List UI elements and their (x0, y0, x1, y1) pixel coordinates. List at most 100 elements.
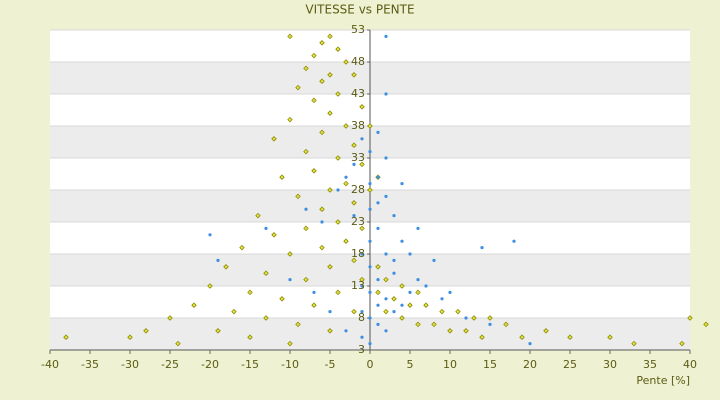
point (368, 182, 372, 186)
x-tick-label: -35 (81, 358, 99, 371)
point (376, 175, 380, 179)
point (375, 289, 381, 296)
point (359, 225, 365, 232)
y-tick-label: 18 (351, 247, 365, 260)
point (351, 200, 357, 206)
point (384, 92, 388, 96)
point (423, 302, 429, 308)
point (376, 278, 380, 282)
point (279, 296, 285, 302)
point (247, 289, 253, 296)
point (191, 302, 197, 308)
point (432, 258, 436, 262)
point (440, 297, 444, 301)
x-tick-label: 15 (483, 358, 497, 371)
point (319, 129, 325, 136)
point (415, 289, 421, 296)
point (351, 72, 357, 78)
point (335, 46, 341, 52)
x-tick-label: -20 (201, 358, 219, 371)
point (384, 329, 388, 333)
point (679, 340, 685, 347)
point (343, 180, 349, 187)
point (360, 310, 364, 314)
point (223, 264, 229, 270)
point (167, 315, 173, 321)
point (528, 342, 532, 346)
point (175, 340, 181, 347)
point (368, 290, 372, 294)
point (327, 187, 333, 193)
point (287, 340, 293, 347)
x-tick-label: 30 (603, 358, 617, 371)
point (367, 123, 373, 129)
point (384, 297, 388, 301)
point (303, 225, 309, 232)
point (304, 207, 308, 211)
point (352, 162, 356, 166)
point (264, 226, 268, 230)
point (360, 252, 364, 256)
x-tick-label: 20 (523, 358, 537, 371)
point (312, 290, 316, 294)
point (287, 116, 293, 123)
point (383, 308, 389, 315)
point (271, 136, 277, 142)
point (303, 65, 309, 72)
point (288, 278, 292, 282)
y-tick-label: 8 (358, 311, 365, 324)
point (464, 316, 468, 320)
point (263, 270, 269, 276)
x-axis-title: Pente [%] (636, 374, 690, 387)
point (127, 334, 133, 340)
point (384, 156, 388, 160)
point (384, 194, 388, 198)
point (368, 239, 372, 243)
point (311, 97, 317, 104)
point (448, 290, 452, 294)
point (255, 212, 261, 219)
point (247, 334, 253, 340)
point (376, 130, 380, 134)
point (503, 321, 509, 328)
point (319, 78, 325, 84)
point (311, 52, 317, 59)
point (344, 175, 348, 179)
point (408, 252, 412, 256)
point (320, 220, 324, 224)
point (327, 72, 333, 78)
point (327, 264, 333, 270)
point (215, 328, 221, 334)
point (408, 290, 412, 294)
point (319, 40, 325, 46)
point (344, 329, 348, 333)
point (439, 308, 445, 315)
point (703, 321, 709, 328)
point (392, 258, 396, 262)
points (63, 33, 709, 347)
point (351, 257, 357, 264)
point (343, 123, 349, 129)
y-tick-label: 38 (351, 119, 365, 132)
y-tick-label: 33 (351, 151, 365, 164)
point (488, 322, 492, 326)
point (343, 59, 349, 65)
point (416, 226, 420, 230)
point (335, 155, 341, 161)
point (416, 278, 420, 282)
point (327, 110, 333, 116)
point (368, 342, 372, 346)
point (368, 150, 372, 154)
point (567, 334, 573, 340)
point (368, 207, 372, 211)
point (607, 334, 613, 340)
point (335, 289, 341, 296)
y-tick-label: 28 (351, 183, 365, 196)
x-tick-label: -30 (121, 358, 139, 371)
point (471, 315, 477, 321)
x-tick-label: 10 (443, 358, 457, 371)
point (327, 33, 333, 40)
point (295, 84, 301, 91)
point (63, 334, 69, 340)
